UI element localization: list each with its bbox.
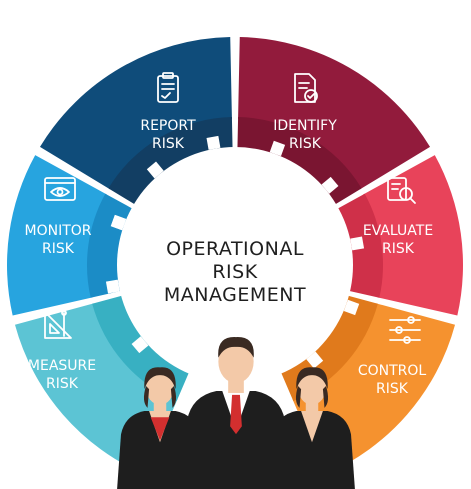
gear-tooth xyxy=(131,336,149,354)
center-title-line-1: OPERATIONAL xyxy=(166,238,304,260)
center-disc xyxy=(117,147,353,383)
segment-identify xyxy=(238,37,431,190)
gear-tooth xyxy=(306,351,324,369)
center-title-line-2: RISK xyxy=(212,261,257,283)
segment-identify-label-line-2: RISK xyxy=(289,136,322,152)
gear-tooth xyxy=(184,373,201,390)
gear-tooth xyxy=(146,161,164,179)
segment-monitor-label-line-1: MONITOR xyxy=(25,223,92,239)
person-left-woman xyxy=(117,367,203,489)
segment-report-label-line-2: RISK xyxy=(152,136,185,152)
segment-monitor xyxy=(6,155,108,316)
person-right-woman xyxy=(269,367,355,489)
gear-tooth xyxy=(206,135,221,150)
evaluate-magnifier-icon xyxy=(387,177,416,204)
segment-evaluate-label-line-1: EVALUATE xyxy=(363,223,433,239)
segment-measure-label-line-2: RISK xyxy=(46,376,79,392)
segment-evaluate-label-line-2: RISK xyxy=(382,241,415,257)
gear-tooth xyxy=(350,236,365,251)
segment-report-label-line-1: REPORT xyxy=(140,118,196,134)
gear-tooth xyxy=(269,140,286,157)
segment-monitor-label-line-2: RISK xyxy=(42,241,75,257)
gear-tooth xyxy=(343,299,360,316)
segment-measure-label-line-1: MEASURE xyxy=(28,358,96,374)
segment-control-label-line-1: CONTROL xyxy=(358,363,427,379)
person-center-man xyxy=(182,337,290,489)
gear-tooth xyxy=(321,176,339,194)
segment-report-inner xyxy=(108,117,233,206)
gear-tooth xyxy=(105,279,120,294)
segment-labels: REPORT RISK IDENTIFY RISK EVALUATE RISK CONTRO… xyxy=(25,118,434,397)
monitor-eye-screen-icon xyxy=(44,177,76,201)
center-title-line-3: MANAGEMENT xyxy=(164,284,306,306)
business-people-illustration xyxy=(117,337,355,489)
measure-ruler-compass-icon xyxy=(44,310,72,339)
segment-icons xyxy=(44,72,421,344)
report-clipboard-icon xyxy=(157,72,179,103)
control-sliders-icon xyxy=(389,316,421,344)
segment-control-label-line-2: RISK xyxy=(376,381,409,397)
gear-tooth xyxy=(249,380,264,395)
segment-identify-label-line-1: IDENTIFY xyxy=(273,118,337,134)
identify-document-check-icon xyxy=(294,73,318,103)
segment-report xyxy=(39,37,232,190)
gear-tooth xyxy=(110,214,127,231)
